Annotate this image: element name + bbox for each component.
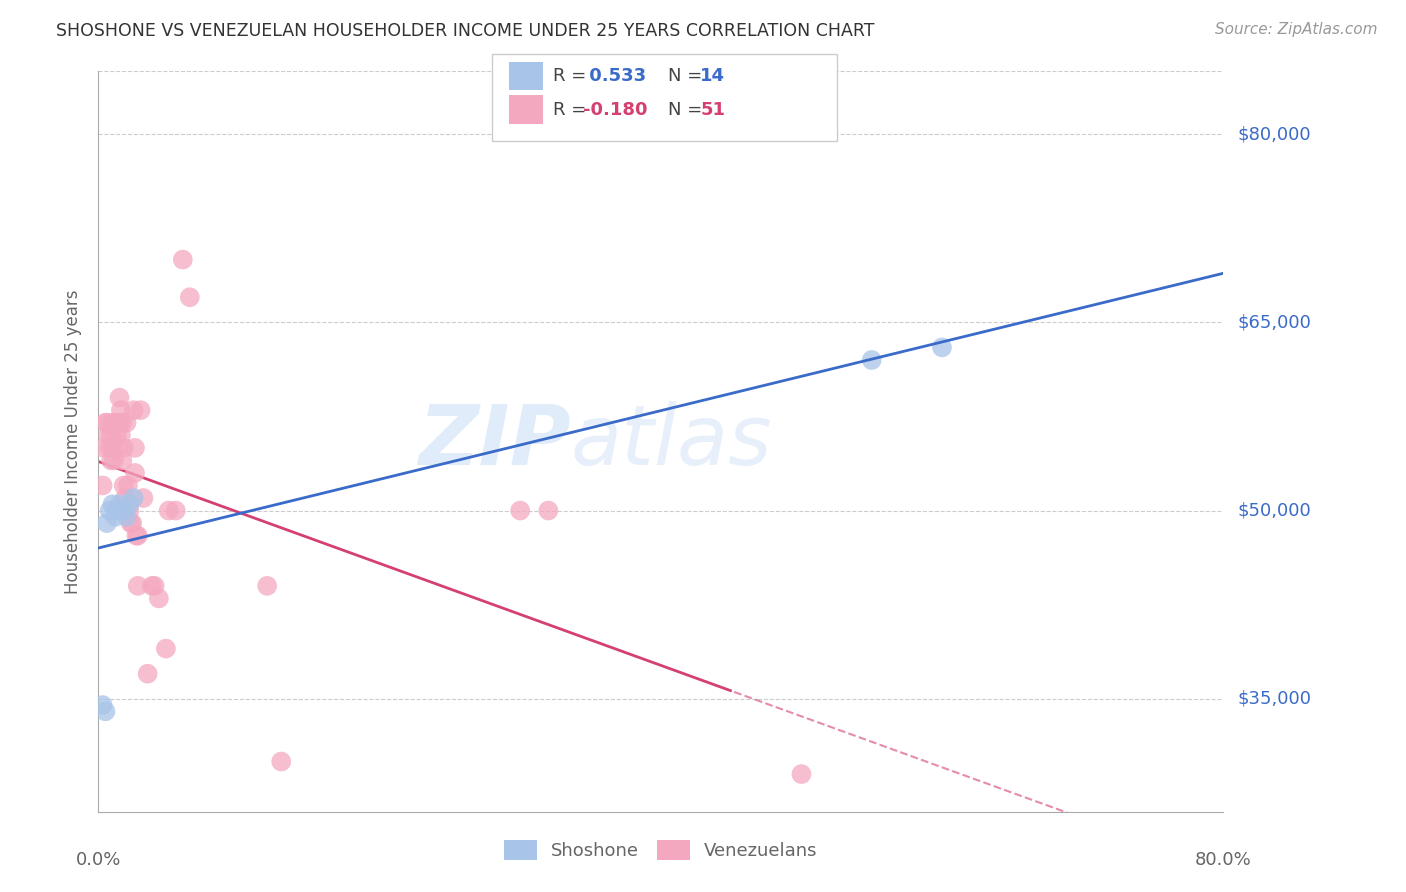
- Text: 0.533: 0.533: [583, 67, 647, 85]
- Point: [94, 704, 117, 718]
- Point: [110, 403, 132, 417]
- Text: N =: N =: [668, 101, 702, 119]
- Point: [112, 478, 135, 492]
- Text: 0.0%: 0.0%: [76, 851, 121, 869]
- Point: [124, 466, 146, 480]
- Point: [108, 416, 131, 430]
- Point: [108, 391, 131, 405]
- Point: [101, 441, 124, 455]
- Point: [121, 516, 143, 530]
- Text: $80,000: $80,000: [1237, 125, 1310, 143]
- Text: N =: N =: [668, 67, 702, 85]
- Point: [155, 641, 177, 656]
- Point: [931, 340, 953, 354]
- Point: [112, 503, 135, 517]
- Point: [96, 416, 118, 430]
- Text: 80.0%: 80.0%: [1195, 851, 1251, 869]
- Text: atlas: atlas: [571, 401, 772, 482]
- Point: [110, 428, 132, 442]
- Point: [860, 353, 883, 368]
- Point: [105, 503, 128, 517]
- Text: $35,000: $35,000: [1237, 690, 1312, 707]
- Point: [270, 755, 292, 769]
- Point: [790, 767, 813, 781]
- Point: [104, 416, 127, 430]
- Point: [118, 503, 141, 517]
- Point: [94, 416, 117, 430]
- Point: [157, 503, 180, 517]
- Legend: Shoshone, Venezuelans: Shoshone, Venezuelans: [495, 831, 827, 870]
- Point: [107, 416, 129, 430]
- Point: [97, 428, 120, 442]
- Point: [122, 403, 145, 417]
- Point: [98, 503, 121, 517]
- Point: [118, 497, 141, 511]
- Point: [91, 698, 114, 712]
- Point: [132, 491, 155, 505]
- Point: [100, 428, 122, 442]
- Point: [256, 579, 278, 593]
- Point: [91, 478, 114, 492]
- Text: -0.180: -0.180: [583, 101, 648, 119]
- Point: [93, 441, 115, 455]
- Point: [96, 516, 118, 530]
- Point: [100, 453, 122, 467]
- Point: [148, 591, 170, 606]
- Point: [179, 290, 201, 304]
- Point: [143, 579, 166, 593]
- Point: [129, 403, 152, 417]
- Point: [111, 416, 134, 430]
- Point: [141, 579, 163, 593]
- Text: $50,000: $50,000: [1237, 501, 1310, 519]
- Point: [124, 441, 146, 455]
- Point: [509, 503, 531, 517]
- Point: [111, 453, 134, 467]
- Point: [165, 503, 187, 517]
- Text: 51: 51: [700, 101, 725, 119]
- Point: [122, 491, 145, 505]
- Point: [104, 509, 127, 524]
- Point: [101, 497, 124, 511]
- Point: [127, 529, 149, 543]
- Point: [105, 428, 128, 442]
- Point: [127, 579, 149, 593]
- Point: [125, 529, 148, 543]
- Text: R =: R =: [553, 101, 586, 119]
- Point: [114, 491, 136, 505]
- Point: [115, 509, 138, 524]
- Point: [103, 453, 125, 467]
- Point: [136, 666, 159, 681]
- Y-axis label: Householder Income Under 25 years: Householder Income Under 25 years: [65, 289, 83, 594]
- Text: 14: 14: [700, 67, 725, 85]
- Point: [115, 416, 138, 430]
- Point: [101, 416, 124, 430]
- Point: [107, 441, 129, 455]
- Point: [120, 516, 142, 530]
- Point: [117, 478, 139, 492]
- Point: [98, 441, 121, 455]
- Text: ZIP: ZIP: [418, 401, 571, 482]
- Point: [112, 441, 135, 455]
- Text: $65,000: $65,000: [1237, 313, 1310, 331]
- Point: [537, 503, 560, 517]
- Text: Source: ZipAtlas.com: Source: ZipAtlas.com: [1215, 22, 1378, 37]
- Point: [172, 252, 194, 267]
- Text: SHOSHONE VS VENEZUELAN HOUSEHOLDER INCOME UNDER 25 YEARS CORRELATION CHART: SHOSHONE VS VENEZUELAN HOUSEHOLDER INCOM…: [56, 22, 875, 40]
- Point: [108, 497, 131, 511]
- Text: R =: R =: [553, 67, 586, 85]
